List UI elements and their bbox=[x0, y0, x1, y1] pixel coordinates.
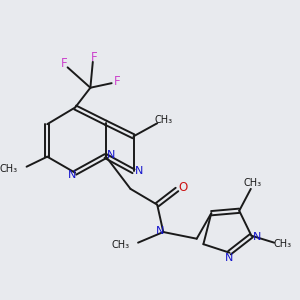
Text: N: N bbox=[135, 166, 143, 176]
Text: N: N bbox=[155, 226, 164, 236]
Text: CH₃: CH₃ bbox=[155, 115, 173, 124]
Text: F: F bbox=[114, 75, 120, 88]
Text: CH₃: CH₃ bbox=[243, 178, 261, 188]
Text: N: N bbox=[68, 170, 76, 180]
Text: F: F bbox=[91, 50, 98, 64]
Text: N: N bbox=[107, 150, 115, 160]
Text: CH₃: CH₃ bbox=[274, 238, 292, 249]
Text: N: N bbox=[224, 253, 233, 263]
Text: O: O bbox=[178, 181, 188, 194]
Text: F: F bbox=[61, 57, 67, 70]
Text: N: N bbox=[253, 232, 261, 242]
Text: CH₃: CH₃ bbox=[0, 164, 18, 174]
Text: CH₃: CH₃ bbox=[111, 240, 130, 250]
